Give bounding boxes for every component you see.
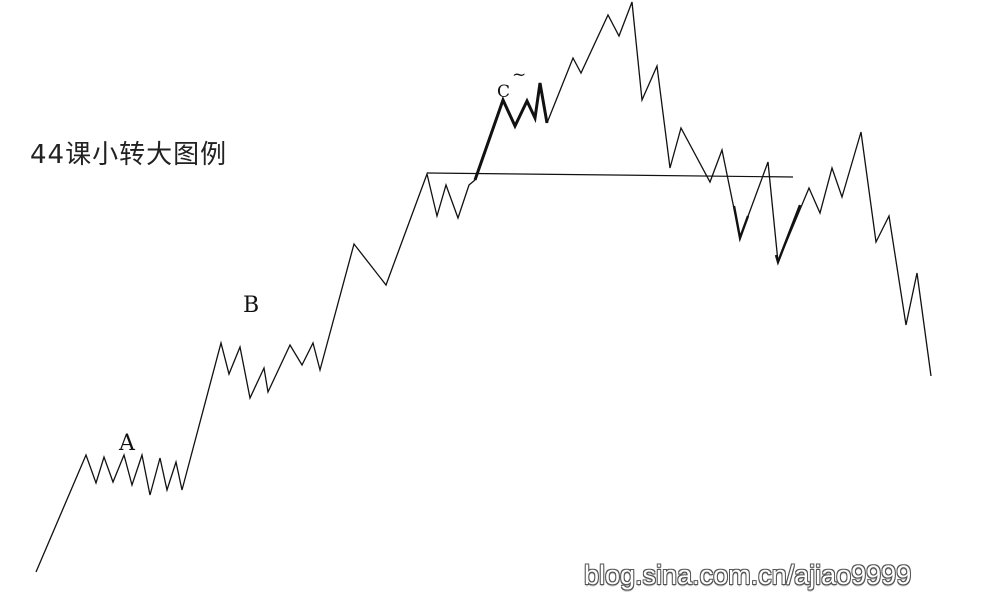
label-c: C bbox=[497, 82, 510, 102]
neckline bbox=[426, 172, 794, 178]
label-a: A bbox=[118, 431, 136, 456]
diagram-title: 44课小转大图例 bbox=[30, 140, 228, 170]
label-b: B bbox=[243, 293, 259, 318]
price-path-bold-right bbox=[774, 204, 802, 266]
label-tilde: ~ bbox=[512, 65, 526, 85]
price-path-main bbox=[35, 171, 476, 573]
watermark-text: blog.sina.com.cn/ajiao9999 bbox=[584, 560, 912, 590]
price-path-decline bbox=[546, 1, 932, 377]
price-path-bold-left bbox=[732, 205, 750, 243]
price-path-bold-top bbox=[473, 82, 549, 181]
